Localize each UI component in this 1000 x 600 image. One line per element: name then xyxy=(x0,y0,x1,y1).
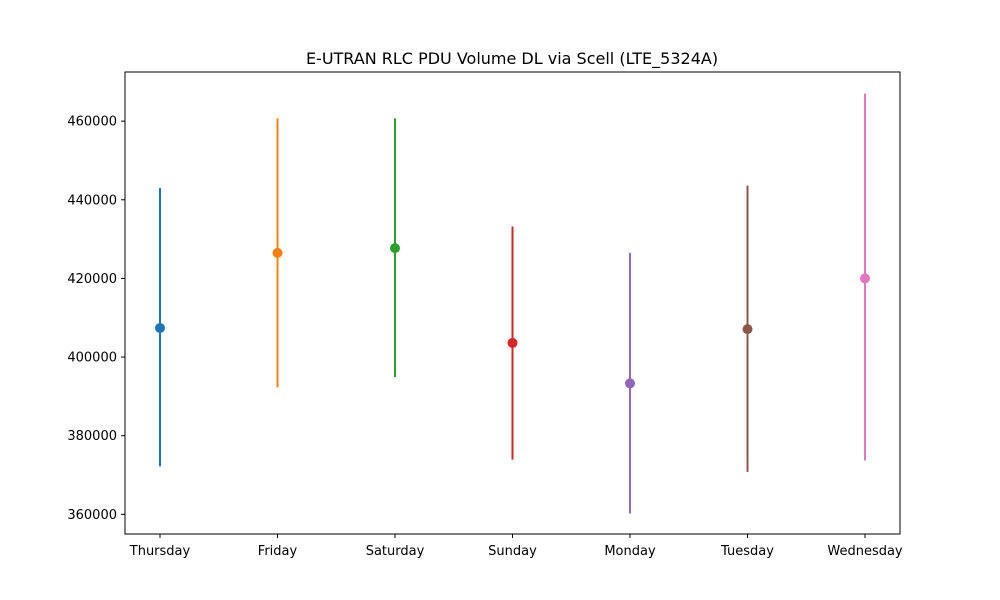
x-tick-label: Thursday xyxy=(129,544,191,559)
data-point xyxy=(272,247,283,258)
y-tick-label: 440000 xyxy=(67,193,117,208)
x-tick-label: Monday xyxy=(604,544,656,559)
data-point xyxy=(390,243,400,254)
data-point xyxy=(507,337,518,348)
data-marks xyxy=(155,93,870,514)
data-point xyxy=(625,378,635,389)
y-tick-label: 400000 xyxy=(67,351,117,366)
data-point xyxy=(860,273,870,284)
chart-title: E-UTRAN RLC PDU Volume DL via Scell (LTE… xyxy=(306,49,718,69)
y-tick-label: 360000 xyxy=(67,508,117,523)
x-tick-label: Friday xyxy=(258,544,298,559)
data-point xyxy=(155,322,165,333)
y-tick-label: 460000 xyxy=(67,115,117,130)
y-axis: 360000 380000 400000 420000 440000 460000 xyxy=(67,115,125,523)
x-axis: Thursday Friday Saturday Sunday Monday Tuesda… xyxy=(129,534,903,559)
x-tick-label: Wednesday xyxy=(827,544,903,559)
y-tick-label: 420000 xyxy=(67,272,117,287)
data-point xyxy=(742,324,753,335)
x-tick-label: Sunday xyxy=(488,544,537,559)
y-tick-label: 380000 xyxy=(67,429,117,444)
x-tick-label: Saturday xyxy=(366,544,425,559)
x-tick-label: Tuesday xyxy=(720,544,774,559)
